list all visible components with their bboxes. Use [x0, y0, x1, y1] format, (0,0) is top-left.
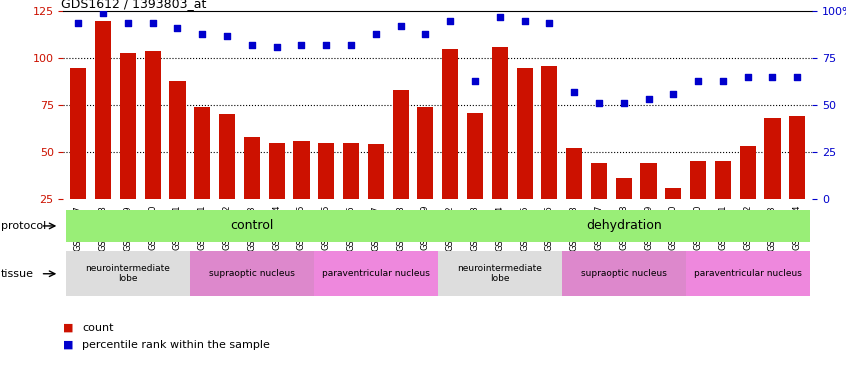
Bar: [789, 116, 805, 246]
Bar: [417, 107, 433, 246]
Point: [542, 20, 556, 26]
Point: [171, 25, 184, 31]
Text: ■: ■: [63, 323, 74, 333]
Text: supraoptic nucleus: supraoptic nucleus: [209, 269, 294, 278]
Bar: [70, 68, 86, 246]
Point: [394, 23, 408, 29]
Bar: [393, 90, 409, 246]
Bar: [244, 137, 260, 246]
Bar: [517, 68, 533, 246]
Text: control: control: [230, 219, 273, 232]
Text: protocol: protocol: [1, 221, 46, 231]
Point: [667, 91, 680, 97]
Bar: [219, 114, 235, 246]
Point: [443, 18, 457, 24]
Point: [468, 78, 481, 84]
Bar: [169, 81, 185, 246]
Bar: [690, 161, 706, 246]
Point: [96, 10, 110, 16]
Point: [493, 14, 507, 20]
Bar: [95, 21, 111, 246]
Point: [220, 33, 233, 39]
Bar: [294, 141, 310, 246]
Text: paraventricular nucleus: paraventricular nucleus: [321, 269, 430, 278]
Bar: [640, 163, 656, 246]
Bar: [541, 66, 558, 246]
Bar: [739, 146, 755, 246]
Point: [642, 96, 656, 102]
Text: dehydration: dehydration: [586, 219, 662, 232]
Bar: [665, 188, 681, 246]
Text: neurointermediate
lobe: neurointermediate lobe: [458, 264, 542, 284]
Text: paraventricular nucleus: paraventricular nucleus: [694, 269, 802, 278]
Point: [717, 78, 730, 84]
Bar: [120, 53, 136, 246]
Bar: [145, 51, 161, 246]
Text: percentile rank within the sample: percentile rank within the sample: [82, 340, 270, 350]
Point: [369, 31, 382, 37]
Point: [270, 44, 283, 50]
Point: [121, 20, 135, 26]
Point: [617, 100, 630, 106]
Point: [245, 42, 259, 48]
Bar: [318, 142, 334, 246]
Point: [592, 100, 606, 106]
Point: [766, 74, 779, 80]
Bar: [467, 112, 483, 246]
Bar: [765, 118, 781, 246]
Text: ■: ■: [63, 340, 74, 350]
Bar: [268, 142, 285, 246]
Text: supraoptic nucleus: supraoptic nucleus: [581, 269, 667, 278]
Point: [146, 20, 159, 26]
Bar: [195, 107, 211, 246]
Bar: [442, 49, 459, 246]
Point: [741, 74, 755, 80]
Bar: [343, 142, 359, 246]
Text: neurointermediate
lobe: neurointermediate lobe: [85, 264, 170, 284]
Point: [568, 89, 581, 95]
Bar: [715, 161, 731, 246]
Bar: [616, 178, 632, 246]
Point: [320, 42, 333, 48]
Point: [518, 18, 531, 24]
Point: [294, 42, 308, 48]
Text: count: count: [82, 323, 113, 333]
Bar: [566, 148, 582, 246]
Point: [419, 31, 432, 37]
Bar: [492, 47, 508, 246]
Bar: [368, 144, 384, 246]
Point: [195, 31, 209, 37]
Bar: [591, 163, 607, 246]
Point: [691, 78, 705, 84]
Text: tissue: tissue: [1, 269, 34, 279]
Point: [72, 20, 85, 26]
Point: [344, 42, 358, 48]
Point: [790, 74, 804, 80]
Text: GDS1612 / 1393803_at: GDS1612 / 1393803_at: [61, 0, 206, 10]
